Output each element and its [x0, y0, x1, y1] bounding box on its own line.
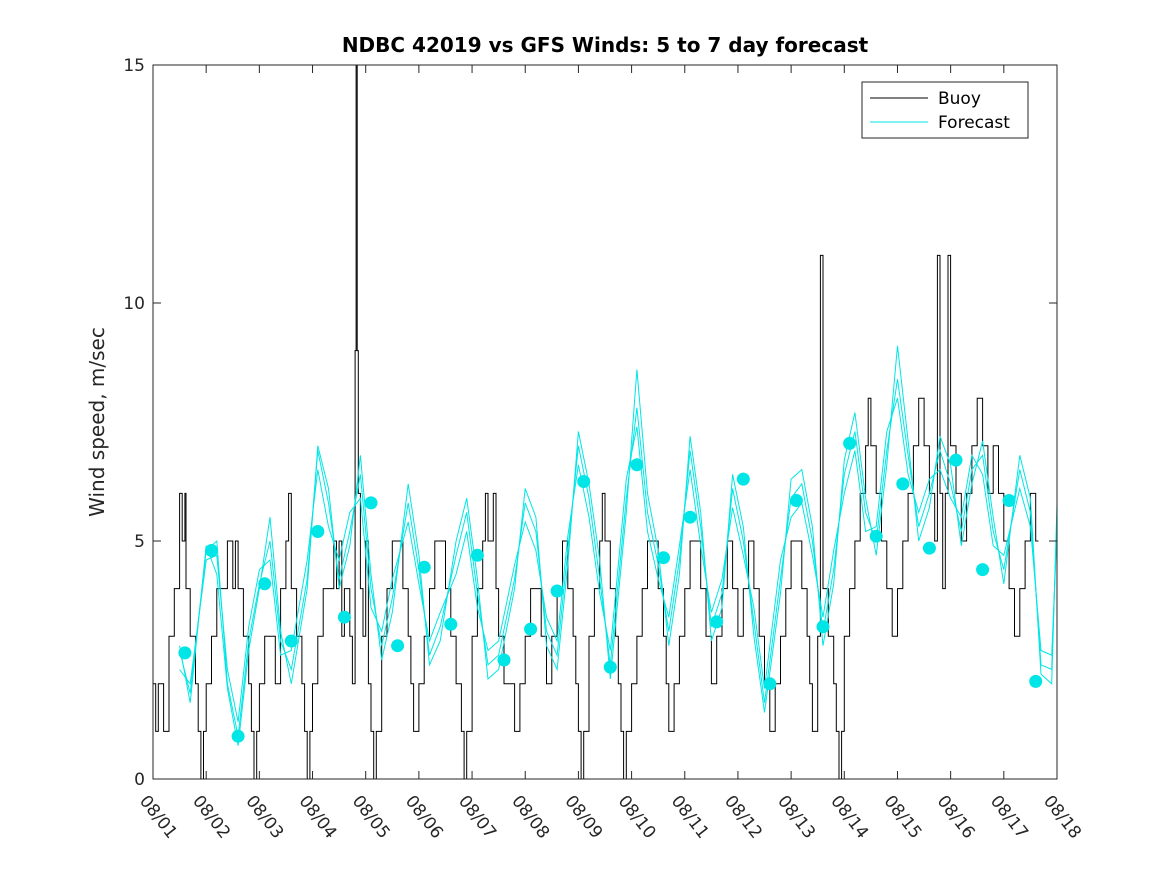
forecast-marker: [869, 529, 883, 543]
y-tick-label: 0: [134, 770, 145, 790]
forecast-marker: [603, 660, 617, 674]
y-tick-label: 10: [123, 294, 145, 314]
forecast-marker: [417, 560, 431, 574]
forecast-marker: [710, 615, 724, 629]
forecast-marker: [949, 453, 963, 467]
legend: Buoy Forecast: [861, 81, 1029, 139]
forecast-marker: [976, 563, 990, 577]
forecast-marker: [683, 510, 697, 524]
forecast-marker: [284, 634, 298, 648]
y-tick-label: 5: [134, 532, 145, 552]
forecast-marker: [364, 496, 378, 510]
forecast-marker: [630, 458, 644, 472]
forecast-marker: [896, 477, 910, 491]
plot-area: [153, 64, 1058, 780]
forecast-marker: [1029, 674, 1043, 688]
legend-forecast-label: Forecast: [938, 113, 1010, 133]
forecast-series-line-2: [179, 398, 1058, 723]
forecast-marker: [258, 577, 272, 591]
forecast-marker: [1002, 494, 1016, 507]
y-axis-label: Wind speed, m/sec: [85, 327, 109, 517]
forecast-marker: [843, 436, 857, 450]
forecast-marker: [444, 617, 458, 631]
forecast-marker: [337, 610, 351, 624]
forecast-marker: [550, 584, 564, 598]
forecast-marker: [789, 494, 803, 507]
buoy-series-line: [153, 64, 1039, 780]
forecast-marker: [391, 639, 405, 653]
forecast-marker: [577, 475, 591, 488]
chart-title: NDBC 42019 vs GFS Winds: 5 to 7 day fore…: [342, 33, 869, 57]
forecast-marker: [470, 548, 484, 562]
forecast-marker: [497, 653, 511, 667]
forecast-marker: [736, 472, 750, 486]
forecast-marker: [311, 525, 325, 538]
forecast-marker: [922, 541, 936, 555]
axes-box: [152, 64, 1058, 780]
forecast-marker: [657, 551, 670, 565]
legend-box: [861, 81, 1029, 139]
forecast-marker: [763, 677, 777, 691]
forecast-marker: [231, 729, 245, 743]
y-tick-label: 15: [123, 56, 145, 76]
forecast-marker: [816, 620, 830, 634]
forecast-marker: [205, 544, 218, 557]
forecast-marker: [524, 622, 538, 636]
forecast-marker: [178, 646, 192, 660]
legend-buoy-label: Buoy: [938, 89, 981, 109]
forecast-series-line-3: [179, 345, 1058, 746]
